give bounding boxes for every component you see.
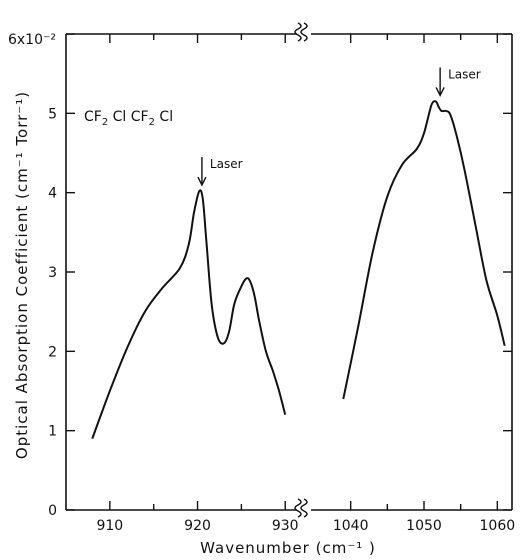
axis-breaks — [294, 22, 308, 518]
x-axis: 910 920 930 1040 1050 1060 — [96, 34, 515, 534]
series-group — [91, 100, 506, 439]
y-tick-label: 1 — [48, 424, 57, 440]
y-axis: 0 1 2 3 4 5 — [48, 33, 512, 519]
laser-annotation-1: Laser — [210, 157, 243, 171]
annotations: Laser Laser — [197, 67, 481, 187]
x-tick-label: 1040 — [333, 518, 369, 534]
laser-arrow-icon — [435, 87, 445, 97]
axis-break-top-icon — [300, 22, 308, 42]
y-tick-label: 2 — [48, 344, 57, 360]
x-tick-label: 910 — [96, 518, 123, 534]
y-axis-title: Optical Absorption Coefficient (cm⁻¹ Tor… — [13, 91, 31, 459]
laser-annotation-2: Laser — [448, 67, 481, 81]
plot-frame — [65, 33, 513, 511]
y-tick-label: 5 — [48, 106, 57, 122]
laser-arrow-icon — [197, 176, 207, 187]
compound-label: CF2 Cl CF2 Cl — [84, 109, 173, 128]
x-tick-label: 1050 — [406, 518, 442, 534]
x-tick-label: 930 — [272, 518, 299, 534]
absorption-curve-2 — [342, 100, 506, 400]
x-tick-label: 920 — [184, 518, 211, 534]
x-tick-label: 1060 — [480, 518, 516, 534]
y-tick-label: 4 — [48, 186, 57, 202]
axis-break-bottom-icon — [300, 498, 308, 518]
y-tick-label: 3 — [48, 265, 57, 281]
x-axis-title: Wavenumber (cm⁻¹ ) — [200, 539, 376, 557]
absorption-curve-1 — [91, 189, 287, 439]
y-tick-label: 0 — [48, 503, 57, 519]
y-exponent-label: 6x10⁻² — [8, 32, 56, 48]
axis-break-bottom-icon — [294, 498, 302, 518]
axis-break-top-icon — [294, 22, 302, 42]
